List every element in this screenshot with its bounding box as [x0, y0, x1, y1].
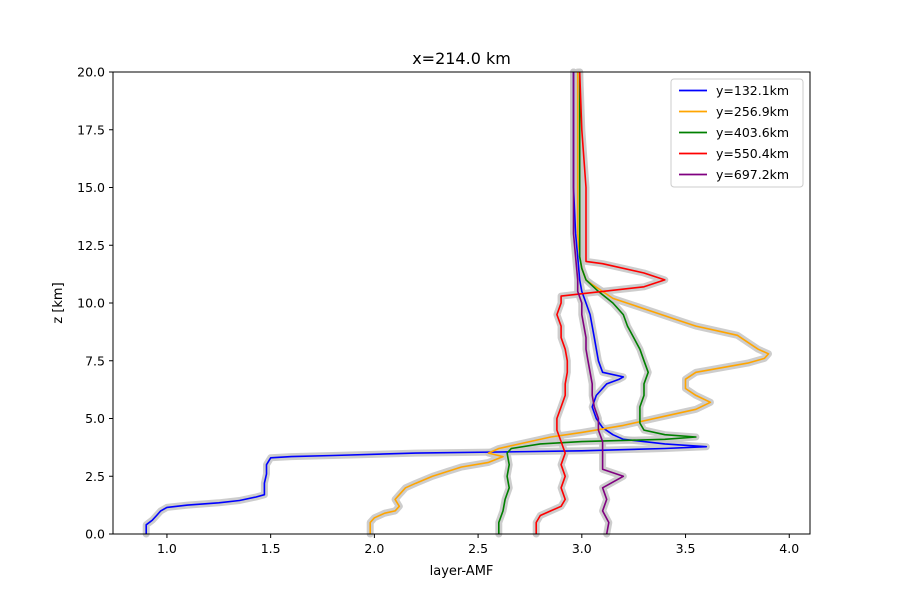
series-line-2 — [498, 72, 697, 534]
x-axis-label: layer-AMF — [430, 564, 494, 579]
y-axis-ticks: 0.0 2.5 5.0 7.5 10.0 12.5 15.0 17.5 20.0 — [77, 65, 113, 542]
y-tick-label: 20.0 — [77, 65, 105, 80]
x-tick-label: 3.0 — [572, 541, 592, 556]
y-tick-label: 17.5 — [77, 122, 105, 137]
y-tick-label: 2.5 — [85, 469, 105, 484]
y-tick-label: 10.0 — [77, 296, 105, 311]
series-line-3 — [535, 71, 666, 534]
x-tick-label: 1.0 — [157, 541, 177, 556]
series-lines — [145, 71, 770, 535]
legend-label-2: y=403.6km — [716, 125, 789, 140]
uncertainty-band-2 — [495, 68, 700, 538]
series-line-4 — [572, 72, 625, 535]
legend-label-0: y=132.1km — [716, 83, 789, 98]
x-tick-label: 1.5 — [261, 541, 281, 556]
plot-frame — [112, 71, 811, 535]
chart-title: x=214.0 km — [412, 49, 511, 68]
legend: y=132.1km y=256.9km y=403.6km y=550.4km y=69… — [670, 78, 804, 188]
y-axis-label: z [km] — [51, 282, 66, 323]
legend-label-3: y=550.4km — [716, 146, 789, 161]
x-axis-ticks: 1.0 1.5 2.0 2.5 3.0 3.5 4.0 — [157, 534, 799, 556]
legend-frame — [670, 78, 804, 188]
y-tick-label: 0.0 — [85, 527, 105, 542]
legend-label-1: y=256.9km — [716, 104, 789, 119]
y-tick-label: 7.5 — [85, 353, 105, 368]
series-line-0 — [145, 72, 708, 534]
legend-label-4: y=697.2km — [716, 167, 789, 182]
x-tick-label: 2.5 — [468, 541, 488, 556]
y-tick-label: 12.5 — [77, 238, 105, 253]
legend-entries: y=132.1km y=256.9km y=403.6km y=550.4km y=69… — [679, 83, 789, 182]
y-tick-label: 15.0 — [77, 180, 105, 195]
x-tick-label: 2.0 — [364, 541, 384, 556]
x-tick-label: 4.0 — [779, 541, 799, 556]
x-tick-label: 3.5 — [676, 541, 696, 556]
y-tick-label: 5.0 — [85, 411, 105, 426]
